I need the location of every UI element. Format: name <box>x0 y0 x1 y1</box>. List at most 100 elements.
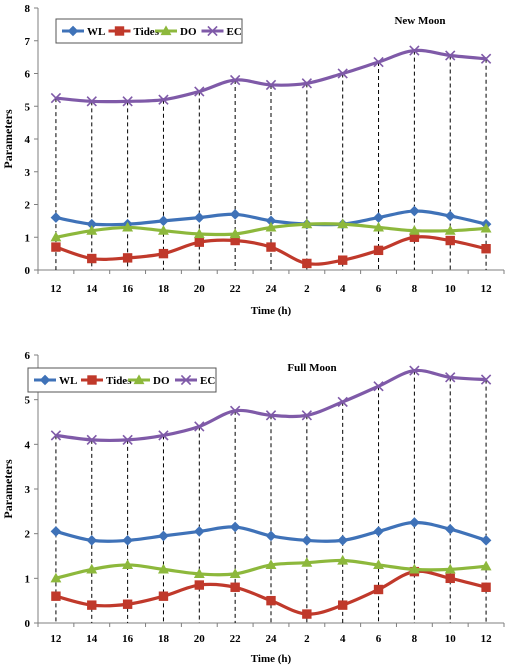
full-moon-y-tick-label-4: 4 <box>25 439 31 451</box>
full-moon-point-wl-3 <box>158 530 169 542</box>
full-moon-point-wl-4 <box>194 526 205 537</box>
new-moon-point-ec-9-stroke-b <box>373 56 384 68</box>
full-moon-x-tick-label-6: 24 <box>266 633 278 645</box>
full-moon-point-tides-8 <box>337 600 348 610</box>
full-moon-point-wl-8 <box>337 535 348 546</box>
new-moon-point-wl-11 <box>444 210 456 222</box>
full-moon-x-axis-title: Time (h) <box>251 653 292 665</box>
new-moon-point-ec-11 <box>445 50 456 61</box>
new-moon-point-wl-10 <box>409 205 420 217</box>
full-moon-point-ec-5-stroke-b <box>229 405 241 416</box>
full-moon-legend: WL Tides DO EC <box>27 367 217 393</box>
new-moon-point-do-4 <box>193 228 205 239</box>
new-moon-y-tick-label-6: 6 <box>25 69 31 81</box>
full-moon-y-tick-label-2: 2 <box>25 529 31 541</box>
full-moon-point-ec-12-stroke-b <box>480 374 492 385</box>
new-moon-x-tick-label-12: 12 <box>481 283 493 295</box>
full-moon-point-wl-2 <box>122 535 133 546</box>
full-moon-point-tides-7 <box>302 609 312 619</box>
new-moon-point-tides-8 <box>337 255 348 265</box>
full-moon-point-tides-3 <box>158 591 169 601</box>
new-moon-legend-label-ec: EC <box>227 26 242 38</box>
full-moon-point-ec-8 <box>337 396 348 408</box>
full-moon-point-wl-5 <box>229 521 241 533</box>
full-moon-point-tides-1 <box>87 600 97 610</box>
new-moon-point-do-12 <box>480 222 492 233</box>
new-moon-x-tick-label-11: 10 <box>445 283 457 295</box>
new-moon-legend-label-do: DO <box>180 26 197 38</box>
new-moon-point-ec-12-stroke-b <box>480 53 492 64</box>
new-moon-legend-label-wl: WL <box>87 26 105 38</box>
full-moon-point-wl-11 <box>444 523 456 535</box>
new-moon-point-ec-3 <box>158 94 169 105</box>
full-moon-point-ec-5 <box>229 405 241 416</box>
full-moon-x-tick-label-0: 12 <box>50 633 62 645</box>
full-moon-point-ec-6-stroke-b <box>265 410 277 421</box>
full-moon-point-tides-4 <box>194 580 205 590</box>
new-moon-point-ec-6-stroke-b <box>265 79 277 91</box>
full-moon-x-tick-label-10: 8 <box>412 633 418 645</box>
full-moon-point-ec-0-stroke-b <box>50 430 62 441</box>
new-moon-point-tides-6 <box>266 242 276 252</box>
new-moon-point-tides-11 <box>445 235 455 246</box>
new-moon-point-ec-0 <box>50 92 62 104</box>
full-moon-point-ec-12 <box>480 374 492 385</box>
full-moon-legend-label-do: DO <box>153 375 170 387</box>
full-moon-x-tick-label-7: 2 <box>304 633 310 645</box>
full-moon-point-tides-11 <box>445 573 455 584</box>
new-moon-point-do-6 <box>265 221 277 232</box>
new-moon-point-do-2 <box>122 221 134 232</box>
full-moon-point-tides-6 <box>266 595 276 606</box>
new-moon-point-ec-4-stroke-b <box>194 86 205 97</box>
full-moon-x-tick-label-12: 12 <box>481 633 493 645</box>
full-moon-point-ec-1 <box>86 434 97 446</box>
full-moon-chart: 0 1 2 3 4 5 6 12 14 16 18 20 22 24 2 4 6 8 10 12 Time (h) Par… <box>0 333 520 666</box>
new-moon-legend-marker-ec-stroke-b <box>207 25 218 37</box>
new-moon-x-tick-label-2: 16 <box>122 283 134 295</box>
full-moon-x-tick-label-2: 16 <box>122 633 134 645</box>
new-moon-point-ec-4 <box>194 86 205 97</box>
full-moon-point-wl-12 <box>480 535 492 546</box>
full-moon-point-ec-6 <box>265 410 277 421</box>
new-moon-point-do-10 <box>408 225 420 235</box>
new-moon-point-ec-8-stroke-b <box>337 68 348 79</box>
full-moon-point-wl-10 <box>409 517 420 528</box>
full-moon-point-ec-10-stroke-b <box>409 365 420 376</box>
new-moon-x-tick-label-3: 18 <box>158 283 170 295</box>
new-moon-point-tides-9 <box>373 245 384 256</box>
full-moon-x-tick-label-1: 14 <box>86 633 98 645</box>
full-moon-point-do-12 <box>480 560 492 571</box>
new-moon-point-tides-7 <box>302 258 312 269</box>
full-moon-point-wl-6 <box>265 530 277 542</box>
new-moon-point-wl-9 <box>373 212 384 223</box>
new-moon-point-ec-1 <box>86 96 97 107</box>
full-moon-point-wl-7 <box>301 535 313 546</box>
full-moon-legend-marker-ec-stroke-b <box>180 374 192 386</box>
new-moon-legend-marker-do <box>160 25 172 36</box>
full-moon-point-do-10 <box>408 563 420 574</box>
new-moon-x-tick-label-9: 6 <box>376 283 382 295</box>
new-moon-point-ec-7 <box>301 78 313 89</box>
new-moon-point-ec-7-stroke-b <box>301 78 313 89</box>
full-moon-point-ec-9-stroke-b <box>373 381 384 392</box>
full-moon-y-tick-label-6: 6 <box>25 350 31 362</box>
new-moon-point-ec-6 <box>265 79 277 91</box>
new-moon-chart-title: New Moon <box>394 15 445 27</box>
full-moon-point-ec-10 <box>409 365 420 376</box>
new-moon-point-do-3 <box>158 225 169 235</box>
new-moon-point-tides-12 <box>481 244 491 254</box>
full-moon-y-tick-label-5: 5 <box>25 395 31 407</box>
full-moon-legend-marker-ec <box>180 374 192 386</box>
new-moon-x-axis-title: Time (h) <box>251 305 292 317</box>
new-moon-point-do-1 <box>86 225 98 235</box>
new-moon-point-do-11 <box>444 225 456 235</box>
new-moon-y-tick-label-0: 0 <box>25 265 31 277</box>
new-moon-y-tick-label-1: 1 <box>25 232 31 244</box>
full-moon-x-tick-label-8: 4 <box>340 633 346 645</box>
full-moon-y-axis-title: Parameters <box>1 459 15 519</box>
full-moon-point-do-3 <box>158 563 169 574</box>
new-moon-point-ec-0-stroke-b <box>50 92 62 104</box>
full-moon-point-do-11 <box>444 563 456 574</box>
full-moon-point-wl-9 <box>373 526 384 537</box>
new-moon-point-ec-5-stroke-b <box>229 74 241 86</box>
